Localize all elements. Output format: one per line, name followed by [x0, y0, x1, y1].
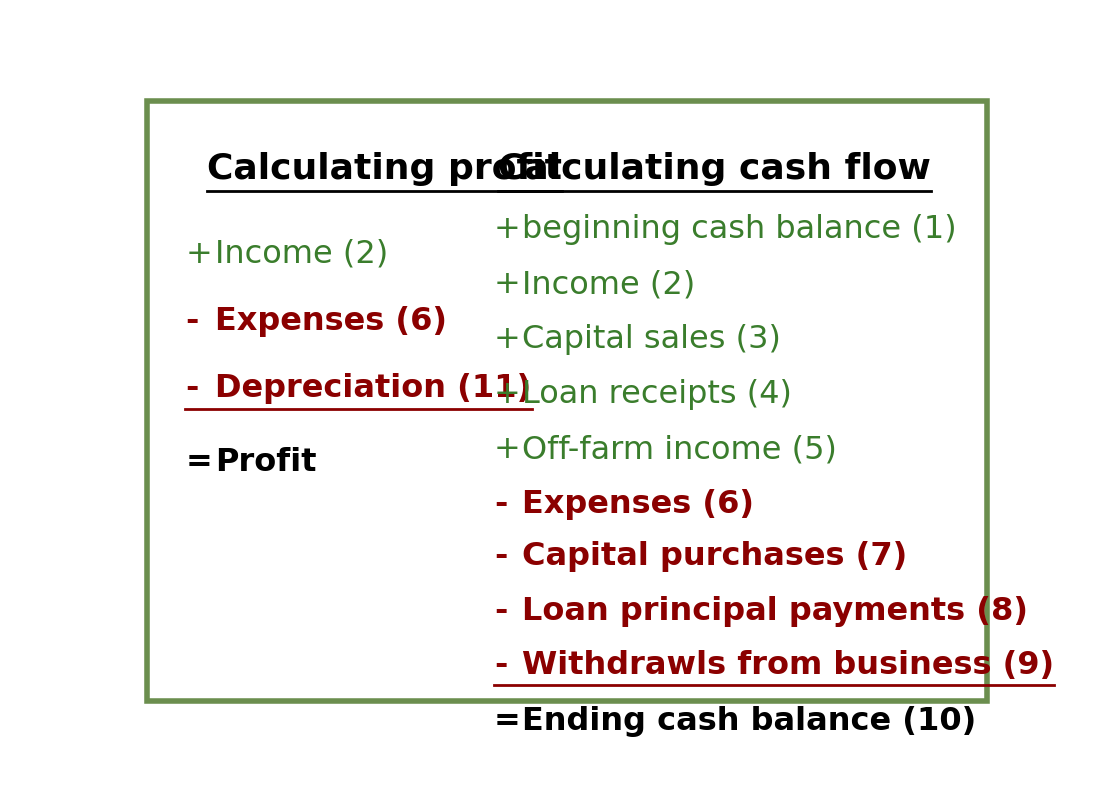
- Text: beginning cash balance (1): beginning cash balance (1): [522, 214, 957, 245]
- Text: Income (2): Income (2): [522, 269, 696, 300]
- Text: -: -: [494, 649, 508, 680]
- Text: +: +: [494, 214, 521, 245]
- Text: Ending cash balance (10): Ending cash balance (10): [522, 707, 977, 738]
- Text: Profit: Profit: [216, 446, 317, 478]
- Text: Capital sales (3): Capital sales (3): [522, 324, 781, 356]
- Text: Loan receipts (4): Loan receipts (4): [522, 380, 792, 410]
- Text: Loan principal payments (8): Loan principal payments (8): [522, 596, 1029, 627]
- Text: +: +: [494, 269, 521, 300]
- Text: Calculating profit: Calculating profit: [207, 152, 562, 186]
- Text: -: -: [494, 542, 508, 572]
- Text: +: +: [494, 434, 521, 465]
- Text: +: +: [494, 324, 521, 356]
- Text: Off-farm income (5): Off-farm income (5): [522, 434, 837, 465]
- Text: +: +: [494, 380, 521, 410]
- Text: Capital purchases (7): Capital purchases (7): [522, 542, 908, 572]
- Text: Expenses (6): Expenses (6): [216, 306, 448, 337]
- Text: +: +: [186, 239, 212, 270]
- Text: =: =: [494, 707, 521, 738]
- Text: -: -: [494, 596, 508, 627]
- Text: -: -: [186, 306, 199, 337]
- Text: -: -: [494, 489, 508, 520]
- Text: Calculating cash flow: Calculating cash flow: [498, 152, 931, 186]
- Text: -: -: [186, 373, 199, 404]
- Text: Expenses (6): Expenses (6): [522, 489, 754, 520]
- Text: Depreciation (11): Depreciation (11): [216, 373, 532, 404]
- Text: Income (2): Income (2): [216, 239, 388, 270]
- Text: Withdrawls from business (9): Withdrawls from business (9): [522, 649, 1054, 680]
- Text: =: =: [186, 446, 212, 478]
